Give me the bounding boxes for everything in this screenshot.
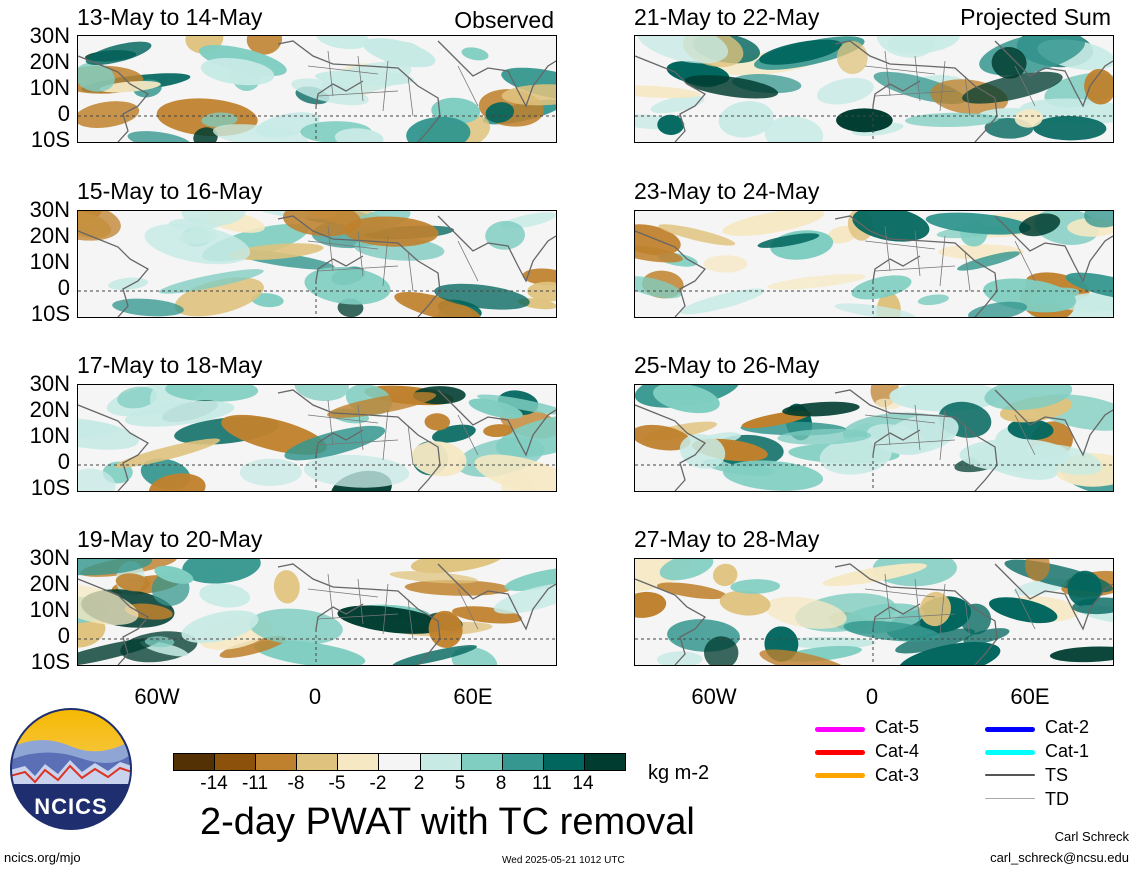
lat-label: 30N — [29, 371, 70, 396]
lon-label: 0 — [865, 684, 879, 709]
lat-label: 30N — [29, 545, 70, 570]
lat-label: 30N — [29, 197, 70, 222]
pwat-anomaly-map — [78, 36, 556, 142]
lat-label: 10N — [29, 249, 70, 274]
colorbar-tick: -14 — [200, 773, 228, 794]
colorbar-tick: 8 — [495, 773, 507, 794]
logo-text: NCICS — [34, 794, 108, 819]
map-panel — [634, 210, 1114, 318]
lat-label: 10N — [29, 423, 70, 448]
pwat-anomaly-map — [635, 36, 1113, 142]
panel-title-right-3: 25-May to 26-May — [634, 352, 820, 378]
lat-label: 10N — [29, 75, 70, 100]
footer-timestamp: Wed 2025-05-21 1012 UTC — [502, 855, 625, 866]
colorbar-swatch — [460, 753, 503, 771]
colorbar-swatch — [542, 753, 585, 771]
lon-label: 60E — [453, 684, 493, 709]
lat-label: 10S — [30, 649, 70, 674]
map-panel — [634, 558, 1114, 666]
colorbar-swatch — [501, 753, 544, 771]
lat-label: 10S — [30, 301, 70, 326]
lat-label: 20N — [29, 571, 70, 596]
legend-line-cat3 — [815, 773, 865, 778]
colorbar-tick: 5 — [454, 773, 466, 794]
map-panel — [77, 384, 557, 492]
colorbar-swatch — [214, 753, 257, 771]
pwat-anomaly-map — [635, 385, 1113, 491]
map-panel — [77, 210, 557, 318]
footer-email: carl_schreck@ncsu.edu — [990, 850, 1129, 865]
map-panel — [77, 35, 557, 143]
lat-label: 20N — [29, 397, 70, 422]
figure-title: 2-day PWAT with TC removal — [200, 801, 695, 843]
panel-title-right-2: 23-May to 24-May — [634, 178, 820, 204]
panel-title-left-3: 17-May to 18-May — [77, 352, 263, 378]
ncics-logo: NCICS — [10, 708, 132, 830]
lat-label: 10S — [30, 127, 70, 152]
lat-label: 0 — [57, 623, 70, 648]
lon-label: 60E — [1010, 684, 1050, 709]
lon-label: 60W — [134, 684, 180, 709]
legend-line-ts — [985, 774, 1035, 776]
footer-author: Carl Schreck — [1054, 829, 1129, 844]
pwat-anomaly-map — [635, 559, 1113, 665]
colorbar-tick: -2 — [369, 773, 387, 794]
panel-title-right-4: 27-May to 28-May — [634, 526, 820, 552]
colorbar-swatch — [419, 753, 462, 771]
legend-label: Cat-4 — [875, 741, 920, 761]
colorbar-tick: -8 — [287, 773, 305, 794]
pwat-anomaly-map — [635, 211, 1113, 317]
colorbar-tick: -5 — [328, 773, 346, 794]
lat-label: 20N — [29, 49, 70, 74]
legend-label: TD — [1045, 789, 1069, 809]
pwat-anomaly-map — [78, 211, 556, 317]
panel-tag-observed: Observed — [454, 7, 554, 33]
lat-label: 20N — [29, 223, 70, 248]
colorbar-swatch — [296, 753, 339, 771]
lat-label: 30N — [29, 23, 70, 48]
colorbar-swatch — [255, 753, 298, 771]
legend-label: TS — [1045, 765, 1069, 785]
colorbar-unit: kg m-2 — [648, 762, 710, 784]
panel-title-left-2: 15-May to 16-May — [77, 178, 263, 204]
colorbar-swatch — [378, 753, 421, 771]
colorbar-swatch — [337, 753, 380, 771]
colorbar-swatch — [583, 753, 626, 771]
legend-line-cat1 — [985, 750, 1035, 755]
pwat-anomaly-map — [78, 385, 556, 491]
legend-line-cat4 — [815, 750, 865, 755]
lat-label: 0 — [57, 275, 70, 300]
legend-line-cat2 — [985, 727, 1035, 732]
legend-label: Cat-5 — [875, 717, 920, 737]
map-panel — [634, 35, 1114, 143]
legend-label: Cat-1 — [1045, 741, 1090, 761]
map-panel — [634, 384, 1114, 492]
colorbar-swatch — [173, 753, 216, 771]
legend-line-td — [985, 798, 1035, 799]
lat-label: 0 — [57, 101, 70, 126]
panel-title-left-1: 13-May to 14-May — [77, 4, 263, 30]
colorbar-tick: -11 — [241, 773, 269, 794]
legend-line-cat5 — [815, 727, 865, 732]
map-panel — [77, 558, 557, 666]
colorbar: -14 -11 -8 -5 -2 2 5 8 11 14 — [173, 753, 626, 797]
lon-label: 60W — [691, 684, 737, 709]
lat-label: 10S — [30, 475, 70, 500]
panel-title-left-4: 19-May to 20-May — [77, 526, 263, 552]
lat-label: 10N — [29, 597, 70, 622]
lat-label: 0 — [57, 449, 70, 474]
legend-label: Cat-3 — [875, 765, 920, 785]
panel-tag-projected: Projected Sum — [960, 4, 1111, 30]
colorbar-tick: 14 — [572, 773, 594, 794]
footer-url: ncics.org/mjo — [4, 850, 81, 865]
panel-title-right-1: 21-May to 22-May — [634, 4, 820, 30]
colorbar-tick: 2 — [413, 773, 425, 794]
pwat-anomaly-map — [78, 559, 556, 665]
legend-label: Cat-2 — [1045, 717, 1090, 737]
lon-label: 0 — [308, 684, 322, 709]
colorbar-tick: 11 — [532, 773, 552, 794]
